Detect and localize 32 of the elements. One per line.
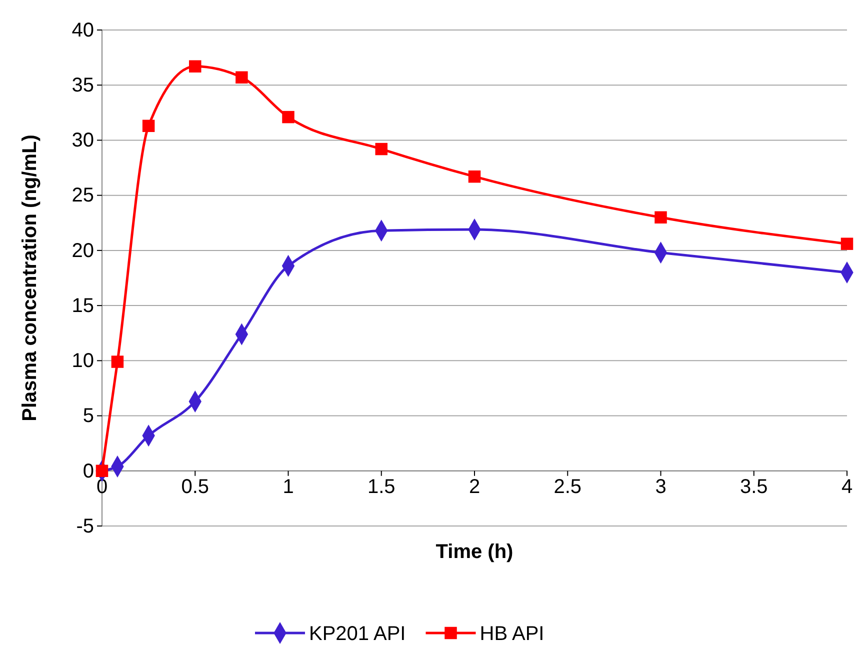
y-axis-title: Plasma concentration (ng/mL) [19,134,41,422]
x-axis-title: Time (h) [436,541,514,563]
point [189,60,202,72]
legend-label: HB API [480,623,544,645]
y-tick-label: 0 [82,460,94,482]
x-tick-label: 0.5 [181,476,210,498]
point [654,211,667,224]
x-tick-label: 2 [468,476,480,498]
point [375,142,388,156]
x-tick-label: 1.5 [367,476,396,498]
point [142,120,155,132]
x-tick-label: 3.5 [740,476,768,498]
y-tick-label: 5 [82,405,94,428]
legend-label: KP201 API [309,623,406,645]
point [840,238,854,250]
point [282,110,294,124]
x-tick-label: 2.5 [554,476,582,498]
y-tick-label: 10 [72,350,94,372]
y-tick-label: 35 [72,74,94,97]
y-tick-label: -5 [76,515,94,538]
x-tick-label: 1 [282,476,294,498]
y-tick-label: 20 [72,240,94,262]
x-tick-label: 3 [655,476,666,498]
y-tick-label: 15 [72,294,94,317]
point [468,170,481,183]
y-tick-label: 40 [72,19,94,42]
x-tick-label: 4 [841,476,853,498]
y-tick-label: 30 [72,130,94,152]
y-tick-label: 25 [72,184,94,207]
point [236,71,248,84]
point [96,464,108,478]
point [111,356,124,368]
